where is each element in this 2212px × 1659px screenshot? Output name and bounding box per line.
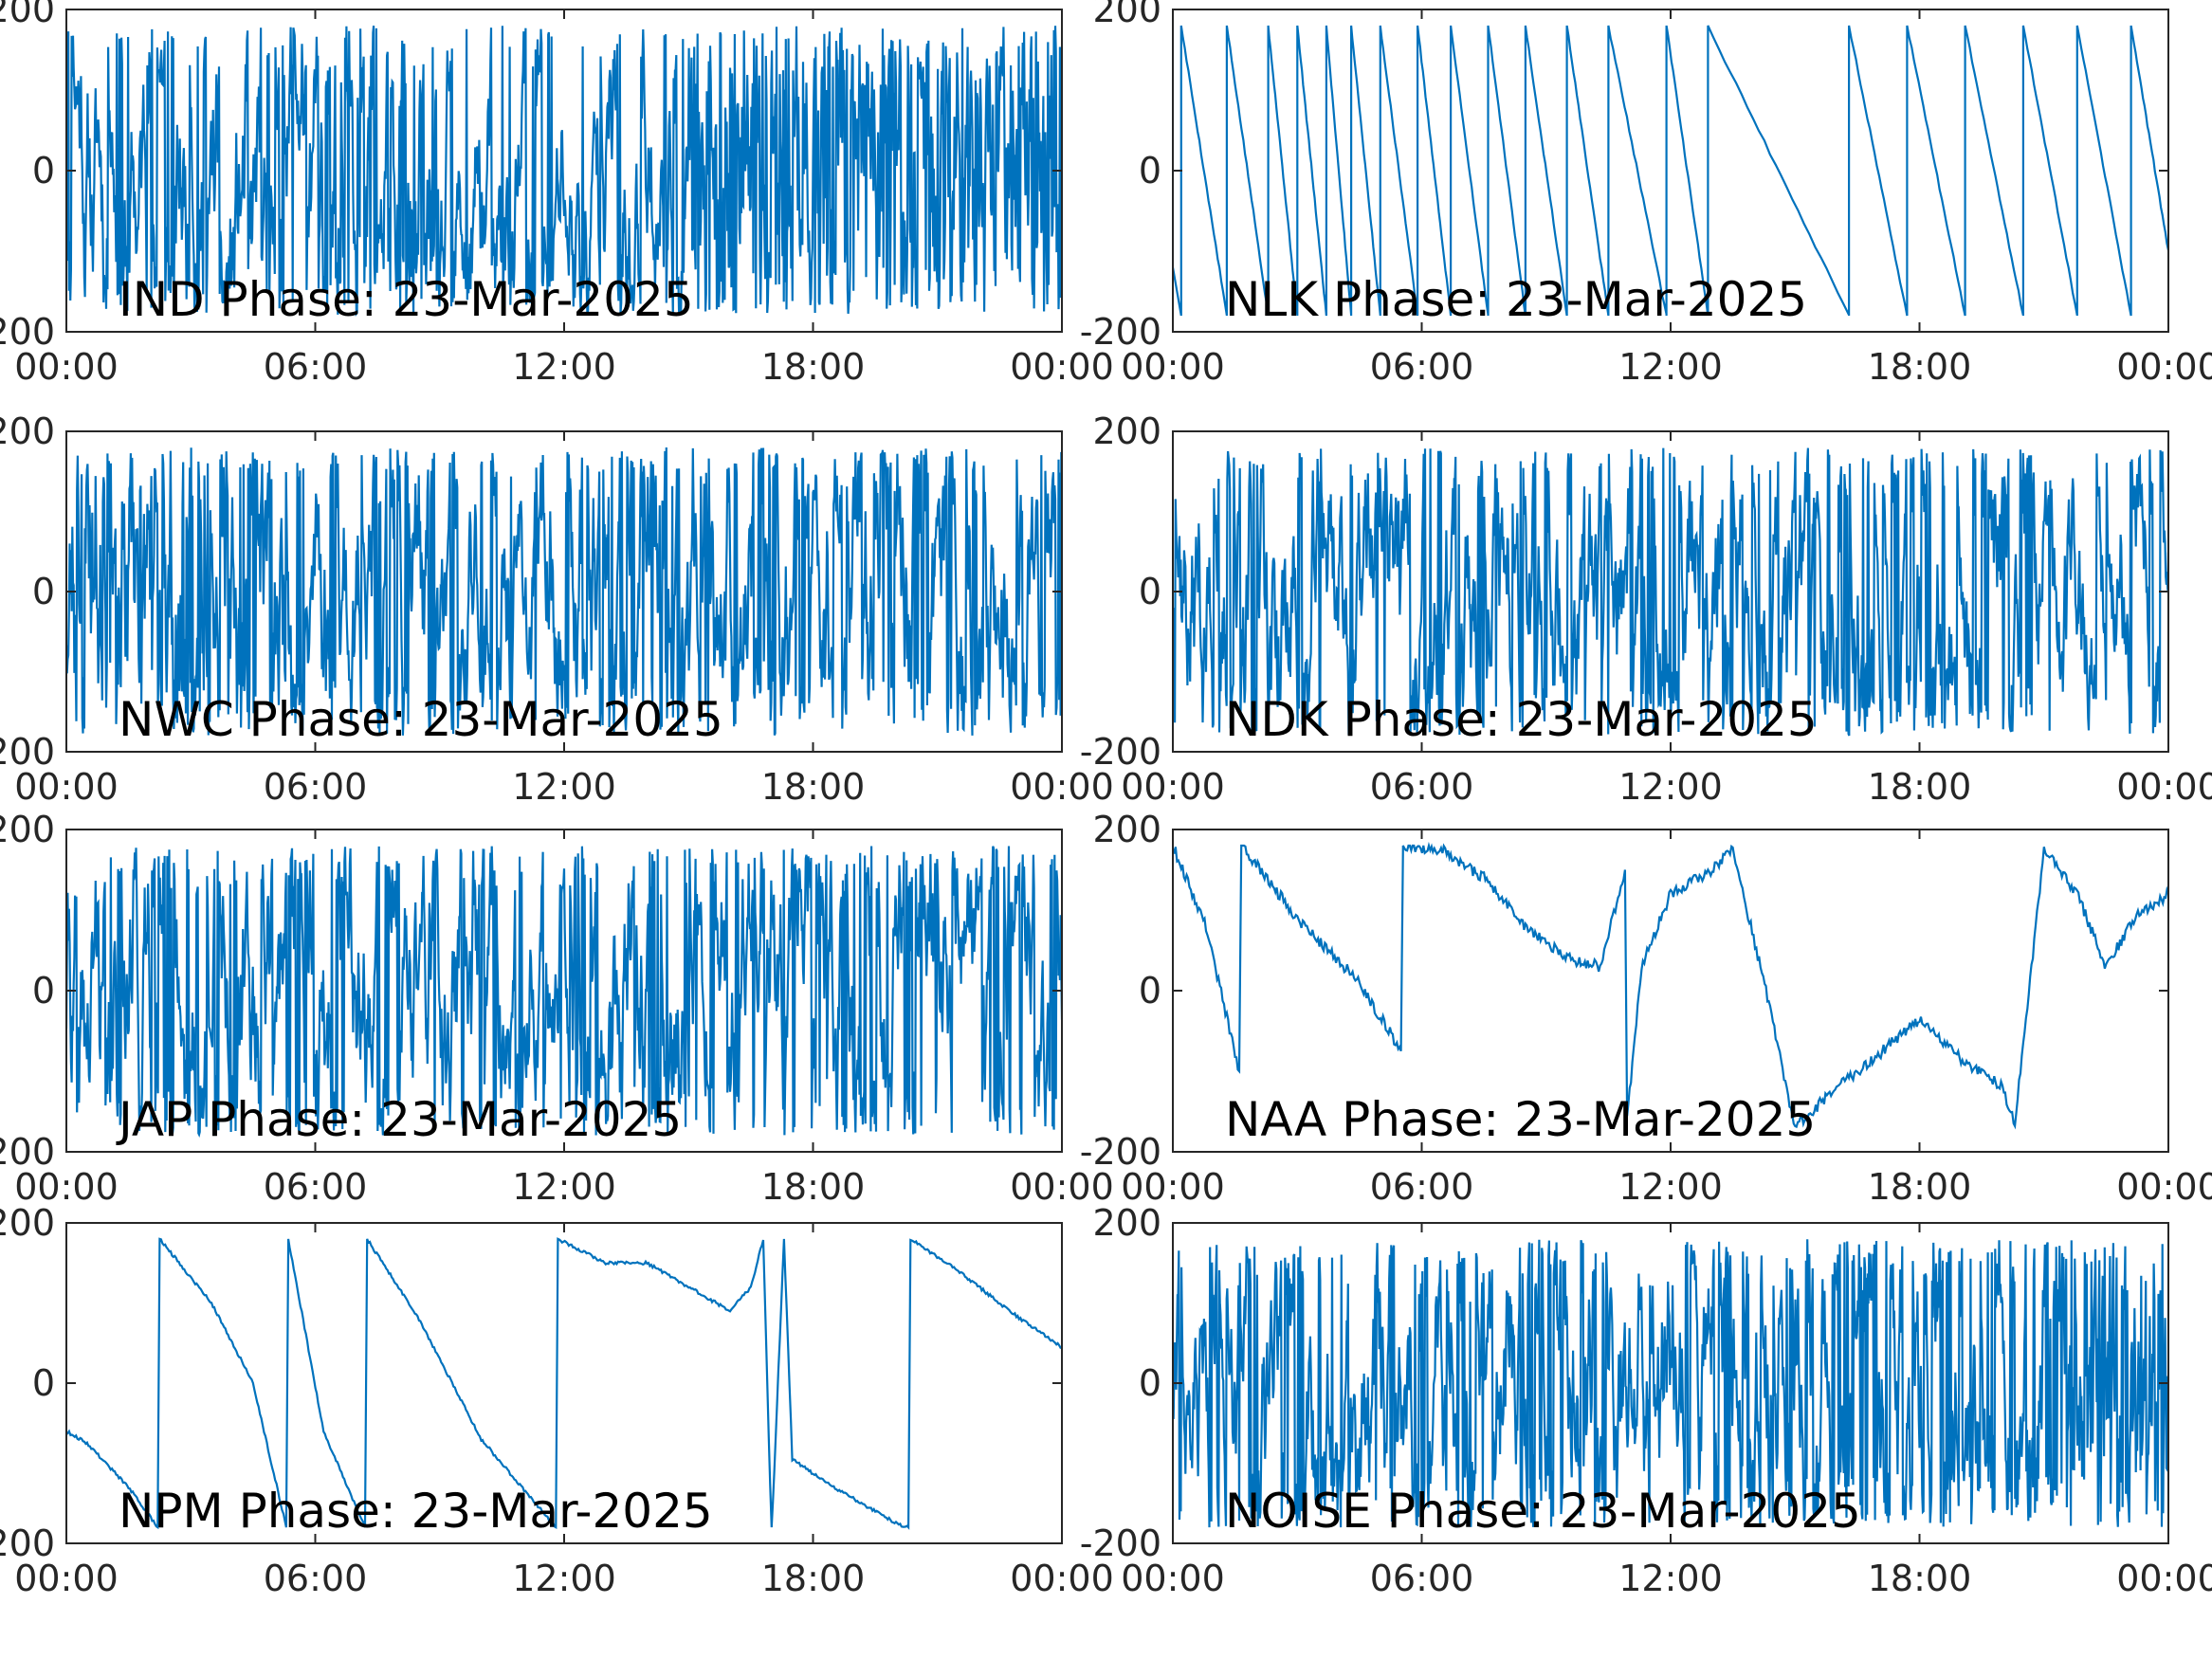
series-line-jap xyxy=(66,846,1062,1138)
y-tick-label: 200 xyxy=(0,410,55,452)
y-tick-label: -200 xyxy=(0,1131,55,1173)
x-tick-label: 00:00 xyxy=(2116,346,2212,388)
x-tick-label: 12:00 xyxy=(1618,1558,1723,1599)
y-tick-label: -200 xyxy=(1080,1131,1161,1173)
x-tick-label: 06:00 xyxy=(1370,766,1474,808)
x-tick-label: 06:00 xyxy=(264,1166,368,1208)
series-line-npm xyxy=(66,1237,1062,1530)
x-tick-label: 18:00 xyxy=(761,1558,866,1599)
x-tick-label: 00:00 xyxy=(14,1558,119,1599)
x-tick-label: 00:00 xyxy=(14,1166,119,1208)
series-line-naa xyxy=(1173,841,2168,1130)
x-tick-label: 18:00 xyxy=(761,766,866,808)
x-tick-label: 12:00 xyxy=(512,1166,616,1208)
x-tick-label: 18:00 xyxy=(1868,346,1972,388)
x-tick-label: 12:00 xyxy=(512,346,616,388)
x-tick-label: 06:00 xyxy=(1370,1558,1474,1599)
y-tick-label: 0 xyxy=(32,571,55,612)
x-tick-label: 00:00 xyxy=(14,766,119,808)
panel-title: NWC Phase: 23-Mar-2025 xyxy=(119,692,723,747)
y-tick-label: 200 xyxy=(0,1202,55,1244)
y-tick-label: 0 xyxy=(32,970,55,1012)
x-tick-label: 00:00 xyxy=(1010,346,1114,388)
x-tick-label: 12:00 xyxy=(1618,766,1723,808)
x-tick-label: 12:00 xyxy=(512,1558,616,1599)
x-tick-label: 00:00 xyxy=(2116,1166,2212,1208)
x-tick-label: 12:00 xyxy=(1618,1166,1723,1208)
y-tick-label: 200 xyxy=(0,0,55,30)
panel-title: NOISE Phase: 23-Mar-2025 xyxy=(1225,1484,1861,1539)
y-tick-label: 200 xyxy=(0,809,55,850)
panel-title: NDK Phase: 23-Mar-2025 xyxy=(1225,692,1818,747)
series-line-nlk xyxy=(1173,25,2168,317)
y-tick-label: 0 xyxy=(1139,150,1161,191)
y-tick-label: -200 xyxy=(1080,1522,1161,1564)
y-tick-label: 200 xyxy=(1092,410,1161,452)
x-tick-label: 00:00 xyxy=(2116,1558,2212,1599)
x-tick-label: 00:00 xyxy=(1010,1166,1114,1208)
panel-title: NAA Phase: 23-Mar-2025 xyxy=(1225,1092,1816,1147)
x-tick-label: 06:00 xyxy=(1370,1166,1474,1208)
x-tick-label: 18:00 xyxy=(761,346,866,388)
series-line-noise xyxy=(1173,1239,2168,1528)
panel-title: NLK Phase: 23-Mar-2025 xyxy=(1225,272,1807,327)
x-tick-label: 18:00 xyxy=(1868,1558,1972,1599)
y-tick-label: -200 xyxy=(1080,731,1161,773)
x-tick-label: 12:00 xyxy=(512,766,616,808)
x-tick-label: 00:00 xyxy=(2116,766,2212,808)
series-line-nwc xyxy=(66,447,1062,736)
x-tick-label: 06:00 xyxy=(1370,346,1474,388)
x-tick-label: 06:00 xyxy=(264,766,368,808)
x-tick-label: 00:00 xyxy=(1121,1558,1225,1599)
y-tick-label: -200 xyxy=(0,731,55,773)
y-tick-label: -200 xyxy=(1080,311,1161,353)
y-tick-label: 200 xyxy=(1092,0,1161,30)
y-tick-label: 200 xyxy=(1092,809,1161,850)
y-tick-label: 0 xyxy=(32,1362,55,1404)
x-tick-label: 06:00 xyxy=(264,346,368,388)
x-tick-label: 12:00 xyxy=(1618,346,1723,388)
y-tick-label: 0 xyxy=(1139,1362,1161,1404)
panel-title: IND Phase: 23-Mar-2025 xyxy=(119,272,694,327)
x-tick-label: 00:00 xyxy=(14,346,119,388)
y-tick-label: 0 xyxy=(1139,970,1161,1012)
x-tick-label: 18:00 xyxy=(1868,1166,1972,1208)
x-tick-label: 18:00 xyxy=(1868,766,1972,808)
x-tick-label: 18:00 xyxy=(761,1166,866,1208)
y-tick-label: 200 xyxy=(1092,1202,1161,1244)
x-tick-label: 00:00 xyxy=(1121,346,1225,388)
y-tick-label: 0 xyxy=(32,150,55,191)
y-tick-label: -200 xyxy=(0,311,55,353)
x-tick-label: 00:00 xyxy=(1010,1558,1114,1599)
x-tick-label: 00:00 xyxy=(1121,1166,1225,1208)
x-tick-label: 00:00 xyxy=(1121,766,1225,808)
x-tick-label: 06:00 xyxy=(264,1558,368,1599)
panel-title: JAP Phase: 23-Mar-2025 xyxy=(116,1092,682,1147)
x-tick-label: 00:00 xyxy=(1010,766,1114,808)
y-tick-label: 0 xyxy=(1139,571,1161,612)
series-line-ndk xyxy=(1173,447,2168,737)
y-tick-label: -200 xyxy=(0,1522,55,1564)
panel-title: NPM Phase: 23-Mar-2025 xyxy=(119,1484,713,1539)
series-line-ind xyxy=(66,25,1062,317)
